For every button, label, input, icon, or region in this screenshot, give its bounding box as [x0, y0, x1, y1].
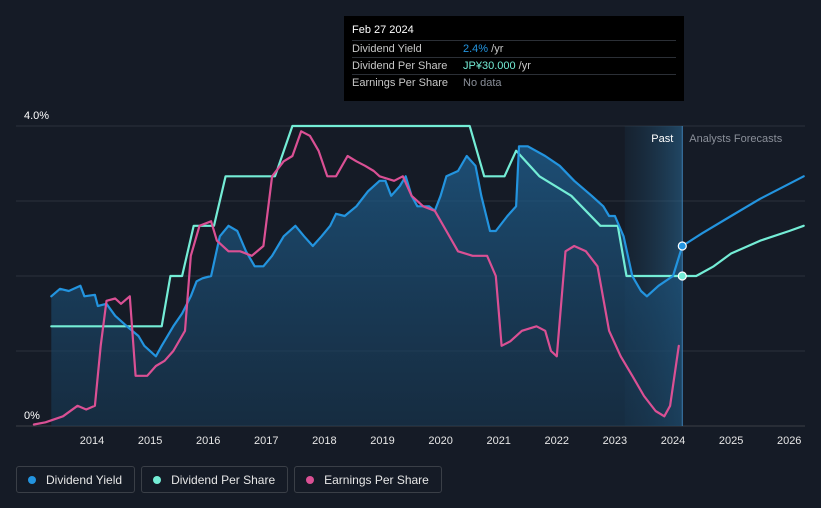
x-tick-label: 2024: [661, 435, 685, 447]
legend-label: Dividend Yield: [46, 472, 123, 487]
y-tick-label: 0%: [24, 410, 40, 422]
forecast-label: Analysts Forecasts: [689, 133, 782, 145]
y-axis-labels: 0% 4.0%: [24, 110, 49, 422]
area-layer: [51, 146, 683, 427]
tooltip-label: Dividend Per Share: [352, 60, 448, 72]
tooltip-unit: /yr: [515, 60, 531, 72]
tooltip-row-dividend-per-share: Dividend Per Share JP¥30.000 /yr: [352, 57, 676, 75]
x-tick-label: 2015: [138, 435, 162, 447]
legend: Dividend Yield Dividend Per Share Earnin…: [16, 466, 442, 493]
x-tick-label: 2025: [719, 435, 743, 447]
tooltip-label: Earnings Per Share: [352, 77, 448, 89]
dividend-yield-dot-icon: [28, 475, 36, 484]
tooltip-value-text: No data: [463, 77, 502, 89]
dividend-yield-forecast-line: [681, 175, 805, 248]
legend-item-earnings-per-share[interactable]: Earnings Per Share: [294, 466, 442, 493]
earnings-per-share-line: [32, 130, 680, 426]
x-tick-label: 2023: [603, 435, 627, 447]
tooltip-date: Feb 27 2024: [352, 24, 414, 36]
tooltip-value: JP¥30.000 /yr: [463, 60, 531, 72]
dividend-per-share-dot-icon: [153, 475, 162, 484]
tooltip-value: No data: [463, 77, 502, 89]
legend-label: Earnings Per Share: [324, 472, 429, 487]
highlight-marker: [677, 241, 687, 251]
x-tick-label: 2017: [254, 435, 278, 447]
tooltip-row-dividend-yield: Dividend Yield 2.4% /yr: [352, 40, 676, 58]
highlight-marker: [677, 271, 687, 281]
tooltip: Feb 27 2024 Dividend Yield 2.4% /yr Divi…: [344, 16, 684, 101]
dividend-yield-line: [50, 145, 684, 358]
tooltip-unit: /yr: [488, 43, 504, 55]
legend-item-dividend-per-share[interactable]: Dividend Per Share: [141, 466, 289, 493]
tooltip-value-text: 2.4%: [463, 43, 489, 55]
x-tick-label: 2018: [312, 435, 336, 447]
tooltip-label: Dividend Yield: [352, 43, 422, 55]
x-tick-label: 2020: [428, 435, 452, 447]
legend-label: Dividend Per Share: [171, 472, 276, 487]
x-tick-label: 2014: [80, 435, 104, 447]
highlight-markers: [677, 241, 687, 281]
y-tick-label: 4.0%: [24, 110, 49, 122]
x-tick-label: 2021: [486, 435, 510, 447]
past-label: Past: [651, 133, 673, 145]
legend-item-dividend-yield[interactable]: Dividend Yield: [16, 466, 136, 493]
x-tick-label: 2019: [370, 435, 394, 447]
tooltip-value-text: JP¥30.000: [463, 60, 516, 72]
dividend-per-share-forecast-line: [681, 224, 805, 278]
dividend-yield-area: [51, 146, 683, 427]
tooltip-value: 2.4% /yr: [463, 43, 503, 55]
dividend-per-share-line: [50, 124, 684, 328]
tooltip-row-earnings-per-share: Earnings Per Share No data: [352, 74, 676, 92]
earnings-per-share-dot-icon: [306, 475, 315, 484]
x-tick-label: 2016: [196, 435, 220, 447]
lines-layer: [32, 124, 805, 426]
x-axis-labels: 2014 2015 2016 2017 2018 2019 2020 2021 2022 2023…: [80, 435, 802, 447]
x-tick-label: 2026: [777, 435, 801, 447]
x-tick-label: 2022: [545, 435, 569, 447]
